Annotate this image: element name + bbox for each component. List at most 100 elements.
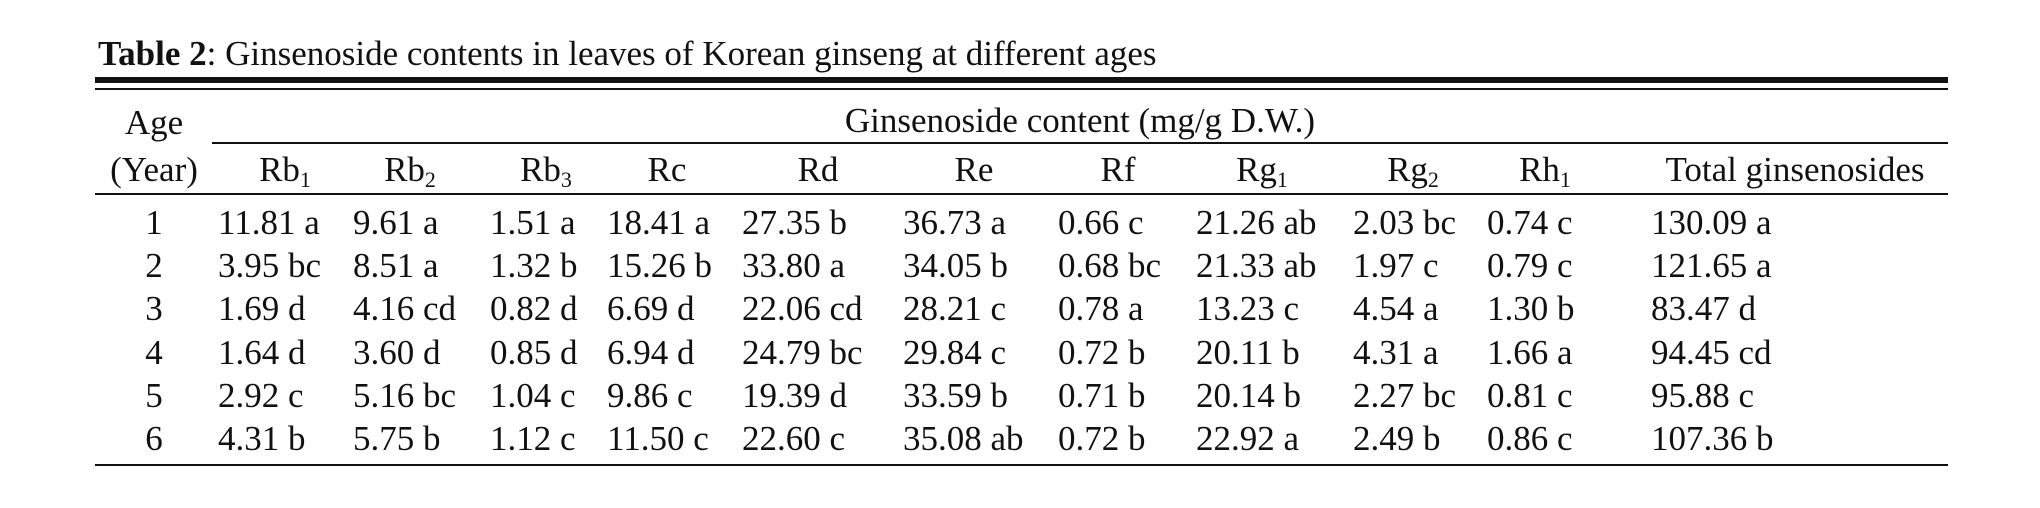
table-cell: 13.23 c — [1196, 289, 1300, 328]
table-cell: 0.72 b — [1058, 333, 1146, 372]
table-cell: 0.74 c — [1487, 203, 1573, 242]
table-cell: 2.49 b — [1353, 419, 1441, 458]
age-header-line1: Age — [124, 103, 184, 142]
column-header-base: Rf — [1100, 150, 1136, 189]
table-cell: 9.86 c — [607, 376, 693, 415]
table-cell: 4.16 cd — [353, 289, 457, 328]
table-cell: 20.14 b — [1196, 376, 1301, 415]
column-header: Rc — [517, 148, 817, 192]
table-cell: 36.73 a — [903, 203, 1007, 242]
table-cell: 0.71 b — [1058, 376, 1146, 415]
table-cell: 18.41 a — [607, 203, 711, 242]
group-header-rule — [212, 142, 1948, 144]
column-header: Rg2 — [1263, 148, 1563, 192]
table-cell: 27.35 b — [742, 203, 847, 242]
table-cell: 35.08 ab — [903, 419, 1024, 458]
table-cell: 28.21 c — [903, 289, 1007, 328]
column-header: Rf — [968, 148, 1268, 192]
table-cell: 0.66 c — [1058, 203, 1144, 242]
column-header: Total ginsenosides — [1645, 148, 1945, 192]
table-cell: 22.06 cd — [742, 289, 863, 328]
table-cell: 83.47 d — [1651, 289, 1756, 328]
table-cell: 24.79 bc — [742, 333, 863, 372]
table-cell: 0.68 bc — [1058, 246, 1162, 285]
column-header: Rd — [668, 148, 968, 192]
table-cell: 3.95 bc — [218, 246, 322, 285]
table-cell: 2.03 bc — [1353, 203, 1457, 242]
table-cell: 19.39 d — [742, 376, 847, 415]
table-cell: 34.05 b — [903, 246, 1008, 285]
age-header-line2: (Year) — [110, 150, 198, 189]
top-rule-thin — [95, 88, 1948, 90]
column-header: Rh1 — [1395, 148, 1695, 192]
table-caption-label: Table 2 — [98, 34, 207, 73]
column-header: Rb2 — [260, 148, 560, 192]
table-caption: Table 2: Ginsenoside contents in leaves … — [98, 32, 1157, 76]
table-cell: 6.69 d — [607, 289, 695, 328]
column-header-base: Re — [954, 150, 994, 189]
column-header: Rb1 — [135, 148, 435, 192]
table-cell: 95.88 c — [1651, 376, 1755, 415]
table-cell: 1.64 d — [218, 333, 306, 372]
table-cell: 8.51 a — [353, 246, 439, 285]
row-age: 2 — [145, 246, 163, 285]
table-cell: 2.27 bc — [1353, 376, 1457, 415]
table-cell: 33.80 a — [742, 246, 846, 285]
table-cell: 1.97 c — [1353, 246, 1439, 285]
table-cell: 11.50 c — [607, 419, 709, 458]
table-cell: 11.81 a — [218, 203, 320, 242]
table-cell: 4.31 b — [218, 419, 306, 458]
header-rule — [95, 193, 1948, 195]
column-header-base: Rc — [647, 150, 687, 189]
table-cell: 22.92 a — [1196, 419, 1300, 458]
column-header-base: Rg — [1236, 150, 1277, 189]
table-cell: 107.36 b — [1651, 419, 1774, 458]
row-age: 5 — [145, 376, 163, 415]
column-header: Rg1 — [1112, 148, 1412, 192]
column-header-base: Rd — [797, 150, 839, 189]
column-header: Re — [824, 148, 1124, 192]
table-cell: 15.26 b — [607, 246, 712, 285]
column-header-base: Rg — [1387, 150, 1428, 189]
table-cell: 5.75 b — [353, 419, 441, 458]
table-cell: 0.85 d — [490, 333, 578, 372]
column-header-subscript: 2 — [1427, 167, 1439, 192]
column-header-base: Rb — [259, 150, 300, 189]
column-header-subscript: 2 — [424, 167, 436, 192]
column-header-subscript: 1 — [1559, 167, 1571, 192]
table-cell: 0.78 a — [1058, 289, 1144, 328]
table-cell: 20.11 b — [1196, 333, 1300, 372]
table-cell: 21.33 ab — [1196, 246, 1317, 285]
table-cell: 0.81 c — [1487, 376, 1573, 415]
row-age: 3 — [145, 289, 163, 328]
column-header-base: Rb — [384, 150, 425, 189]
table-cell: 22.60 c — [742, 419, 846, 458]
row-age: 1 — [145, 203, 163, 242]
table-cell: 0.72 b — [1058, 419, 1146, 458]
group-header: Ginsenoside content (mg/g D.W.) — [844, 101, 1316, 140]
table-cell: 1.66 a — [1487, 333, 1573, 372]
table-cell: 1.04 c — [490, 376, 576, 415]
table-cell: 4.31 a — [1353, 333, 1439, 372]
table-cell: 1.30 b — [1487, 289, 1575, 328]
table-cell: 130.09 a — [1651, 203, 1772, 242]
table-cell: 21.26 ab — [1196, 203, 1317, 242]
column-header-base: Rh — [1519, 150, 1560, 189]
table-cell: 9.61 a — [353, 203, 439, 242]
table-cell: 1.12 c — [490, 419, 576, 458]
top-rule-thick — [95, 77, 1948, 83]
column-header-subscript: 1 — [1276, 167, 1288, 192]
table-cell: 5.16 bc — [353, 376, 457, 415]
table-caption-text: : Ginsenoside contents in leaves of Kore… — [206, 34, 1157, 73]
column-header-base: Total ginsenosides — [1665, 150, 1925, 189]
column-header-subscript: 3 — [560, 167, 572, 192]
table-cell: 6.94 d — [607, 333, 695, 372]
row-age: 6 — [145, 419, 163, 458]
column-header: Rb3 — [396, 148, 696, 192]
table-cell: 2.92 c — [218, 376, 304, 415]
table-cell: 33.59 b — [903, 376, 1008, 415]
column-header-subscript: 1 — [299, 167, 311, 192]
row-age: 4 — [145, 333, 163, 372]
table-cell: 1.51 a — [490, 203, 576, 242]
